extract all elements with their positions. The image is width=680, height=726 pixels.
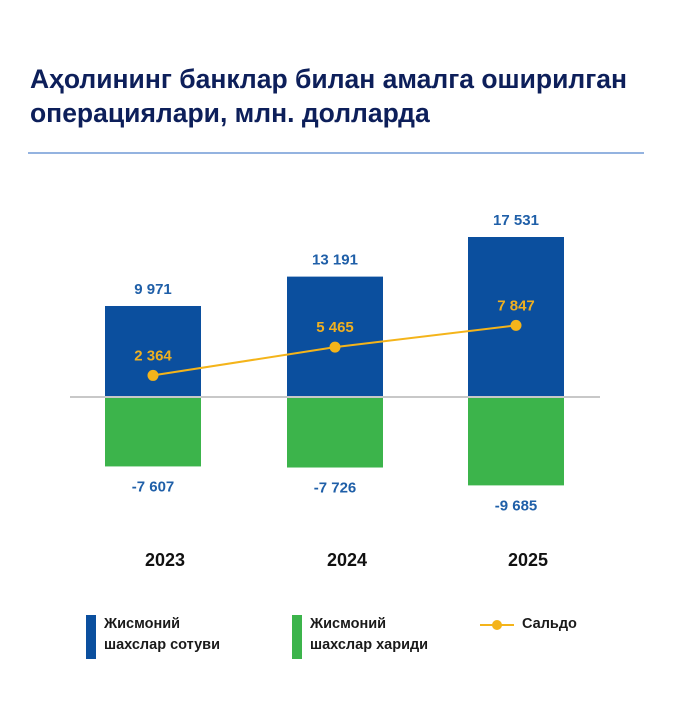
- legend-swatch-purchases: [292, 615, 302, 659]
- legend-swatch-sales: [86, 615, 96, 659]
- legend-label: Сальдо: [522, 616, 577, 632]
- legend-item-sales: Жисмоний шахслар сотуви: [86, 614, 220, 659]
- title-divider: [28, 152, 644, 154]
- bar-sales: [105, 305, 201, 397]
- chart-title: Аҳолининг банклар билан амалга оширилган…: [30, 64, 628, 128]
- bar-purchases: [468, 397, 564, 486]
- data-label-sales: 13 191: [312, 252, 358, 269]
- data-label-sales: 17 531: [493, 212, 539, 229]
- chart: 9 971 -7 607 2023 13 191 -7 726 2024 17 531 -9 …: [70, 212, 600, 570]
- data-label-purchases: -7 607: [132, 478, 175, 495]
- data-label-saldo: 2 364: [134, 347, 172, 364]
- x-tick-label: 2023: [145, 550, 185, 570]
- legend-label: шахслар хариди: [310, 637, 429, 653]
- legend-label: Жисмоний: [104, 616, 181, 632]
- legend-line-marker-icon: [480, 620, 514, 630]
- legend-item-saldo: Сальдо: [478, 614, 577, 635]
- data-label-purchases: -7 726: [314, 480, 357, 497]
- legend-item-purchases: Жисмоний шахслар хариди: [292, 614, 428, 659]
- data-label-saldo: 7 847: [497, 297, 535, 314]
- legend-label: шахслар сотуви: [104, 637, 220, 653]
- legend-label: Жисмоний: [310, 616, 387, 632]
- saldo-point: [510, 319, 522, 331]
- bar-sales: [468, 237, 564, 397]
- bar-purchases: [287, 397, 383, 468]
- bar-sales: [287, 276, 383, 397]
- x-tick-label: 2024: [327, 550, 367, 570]
- saldo-point: [147, 369, 159, 381]
- data-label-purchases: -9 685: [495, 497, 538, 514]
- data-label-sales: 9 971: [134, 281, 172, 298]
- data-label-saldo: 5 465: [316, 319, 354, 336]
- bar-purchases: [105, 397, 201, 467]
- x-tick-label: 2025: [508, 550, 548, 570]
- saldo-point: [329, 341, 341, 353]
